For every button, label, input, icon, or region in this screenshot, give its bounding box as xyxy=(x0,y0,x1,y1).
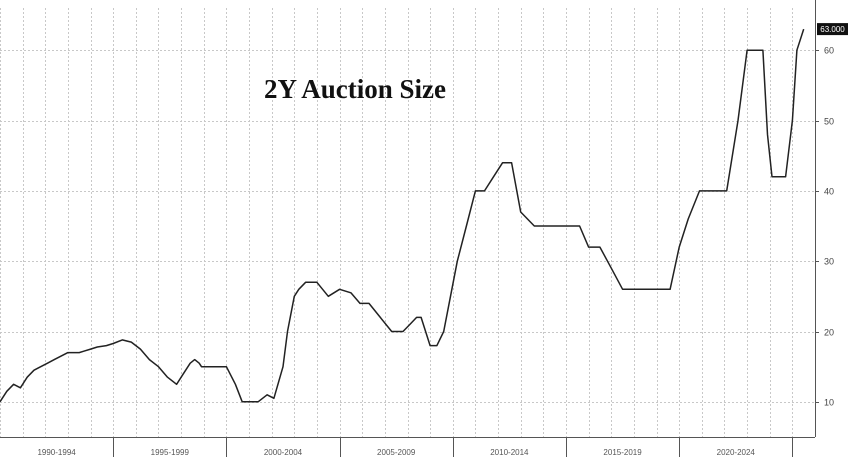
series-layer xyxy=(0,28,805,403)
y-tick-label: 40 xyxy=(824,187,834,197)
x-tick-label: 1995-1999 xyxy=(151,448,190,457)
last-value-label: 63.000 xyxy=(820,25,845,34)
x-tick-label: 2000-2004 xyxy=(264,448,303,457)
y-tick-label: 60 xyxy=(824,46,834,56)
last-value-badge xyxy=(817,23,848,36)
x-tick-label: 2020-2024 xyxy=(717,448,756,457)
x-tick-label: 1990-1994 xyxy=(37,448,76,457)
grid xyxy=(0,8,816,437)
y-tick-label: 10 xyxy=(824,398,834,408)
labels: 10 20 30 40 50 60 1990-1994 1995-1999 2000-2004 2… xyxy=(37,23,848,457)
x-tick-label: 2005-2009 xyxy=(377,448,416,457)
y-tick-label: 30 xyxy=(824,257,834,267)
x-tick-label: 2010-2014 xyxy=(490,448,529,457)
axes xyxy=(0,0,819,457)
x-tick-label: 2015-2019 xyxy=(603,448,642,457)
chart-title: 2Y Auction Size xyxy=(264,74,446,104)
y-tick-label: 20 xyxy=(824,328,834,338)
series-line xyxy=(0,28,805,403)
y-tick-label: 50 xyxy=(824,117,834,127)
